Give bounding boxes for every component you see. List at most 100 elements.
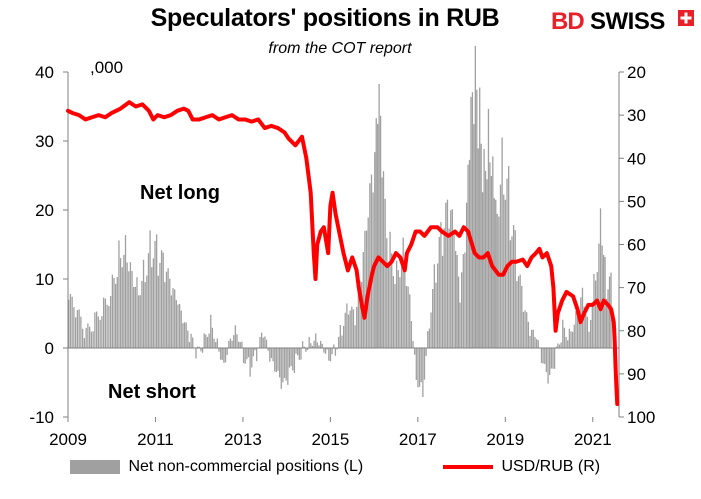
bar (164, 282, 166, 348)
legend-swatch-bars (70, 460, 120, 474)
bar (87, 323, 89, 348)
bar (157, 275, 159, 348)
bar (178, 303, 181, 348)
bar (547, 348, 549, 384)
bar (177, 304, 179, 348)
bar (149, 230, 151, 348)
bar (420, 348, 422, 383)
bar (596, 271, 598, 348)
bar (215, 342, 217, 348)
bar (399, 277, 401, 348)
swiss-cross-icon (678, 10, 694, 26)
bar (99, 319, 101, 348)
bar (134, 286, 136, 348)
bar (165, 271, 168, 348)
bar (231, 340, 233, 348)
bar (301, 341, 304, 348)
bar (435, 282, 437, 348)
bar (428, 328, 431, 348)
bar (151, 267, 153, 348)
chart-title: Speculators' positions in RUB (150, 4, 500, 32)
net-short-label: Net short (108, 381, 196, 403)
bar (277, 348, 279, 371)
bar (85, 327, 87, 348)
bar (152, 258, 155, 348)
bar (305, 348, 307, 352)
bar (334, 348, 337, 356)
bar (586, 316, 589, 348)
bar (519, 274, 521, 348)
bar (109, 295, 112, 348)
bar (183, 322, 186, 348)
bar (290, 348, 292, 367)
bar (205, 334, 207, 348)
bar (256, 348, 258, 362)
bar (233, 335, 235, 348)
bar (562, 319, 564, 348)
bar (405, 285, 408, 348)
bar (172, 288, 174, 348)
bar (239, 342, 241, 348)
bar (185, 322, 187, 348)
bar (481, 192, 484, 348)
bar (228, 340, 230, 348)
bar (300, 348, 302, 360)
bar (262, 337, 264, 348)
bar (264, 336, 266, 348)
bar (370, 174, 373, 348)
bar (126, 262, 128, 348)
bar (438, 236, 440, 348)
bar (142, 259, 145, 348)
bar (526, 312, 528, 348)
bar (133, 287, 135, 348)
bar (75, 317, 77, 348)
bar (557, 343, 559, 348)
bar (451, 209, 454, 348)
bar (192, 337, 194, 348)
bar (374, 152, 376, 348)
bar (450, 210, 452, 348)
x-tick-label: 2011 (137, 430, 174, 449)
bar (159, 262, 161, 348)
bar (208, 333, 210, 348)
bar (141, 280, 143, 348)
axes-layer (63, 71, 624, 422)
y-left-tick-label: 20 (35, 201, 54, 220)
bar (461, 272, 463, 348)
bar (433, 264, 435, 348)
bar (563, 327, 566, 348)
bar (354, 325, 356, 348)
bar (297, 348, 299, 356)
bar (404, 269, 406, 348)
bar (360, 282, 363, 348)
bar (275, 348, 278, 373)
bar (377, 123, 379, 348)
bar (119, 258, 122, 348)
bar (200, 348, 202, 352)
bar (477, 148, 479, 348)
bar (201, 348, 204, 353)
bar (496, 213, 498, 348)
bar (532, 329, 534, 348)
bar (565, 337, 567, 348)
bar (397, 270, 399, 348)
bar (123, 254, 125, 348)
legend-label-usdrub: USD/RUB (R) (501, 458, 601, 475)
units-label: ,000 (90, 58, 124, 77)
bar (576, 312, 579, 348)
y-left-tick-label: 40 (35, 63, 54, 82)
bar (242, 348, 245, 364)
bar (511, 236, 513, 348)
bar (71, 296, 73, 348)
bar (101, 316, 103, 348)
bar (605, 298, 608, 348)
bar (338, 336, 340, 348)
bar (430, 312, 432, 348)
bar (293, 348, 296, 374)
bar (206, 336, 209, 348)
bar (213, 338, 215, 348)
bar (90, 331, 93, 348)
legend-item-positions: Net non-commercial positions (L) (70, 458, 363, 480)
bar (280, 348, 282, 389)
bar (484, 170, 487, 348)
